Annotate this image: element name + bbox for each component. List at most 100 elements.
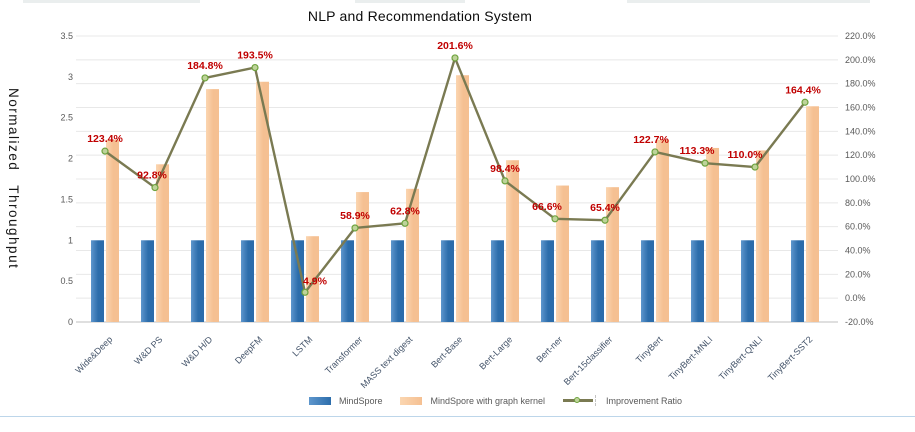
left-axis-tick-label: 3.5: [60, 31, 73, 41]
bar-mindspore: [191, 240, 204, 322]
line-marker-icon: [351, 224, 359, 232]
top-border-strip: [355, 0, 465, 3]
line-marker-icon: [651, 148, 659, 156]
right-axis-tick-label: 220.0%: [845, 31, 876, 41]
bar-mindspore: [141, 240, 154, 322]
x-category-label: TinyBert: [634, 334, 665, 365]
x-category-label: Wide&Deep: [73, 334, 114, 375]
left-axis-tick-label: 1: [68, 235, 73, 245]
line-marker-icon: [751, 163, 759, 171]
bar-graph-kernel: [406, 188, 419, 322]
bar-mindspore: [741, 240, 754, 322]
line-marker-icon: [301, 288, 309, 296]
left-axis-tick-label: 0.5: [60, 276, 73, 286]
line-marker-icon: [251, 63, 259, 72]
left-axis-tick-label: 2.5: [60, 113, 73, 123]
right-axis-tick-label: 180.0%: [845, 79, 876, 89]
x-category-label: Bert-Large: [477, 334, 514, 371]
bar-mindspore: [291, 240, 304, 322]
left-axis-tick-label: 1.5: [60, 194, 73, 204]
x-category-label: Bert-Base: [429, 334, 464, 369]
bar-mindspore: [341, 240, 354, 322]
left-axis-tick-label: 3: [68, 72, 73, 82]
right-axis-tick-label: 200.0%: [845, 55, 876, 65]
line-marker-icon: [701, 159, 709, 167]
right-axis-tick-label: 120.0%: [845, 150, 876, 160]
right-axis-tick-label: 100.0%: [845, 174, 876, 184]
ratio-data-label: 184.8%: [187, 60, 223, 72]
x-category-label: Bert-15classifier: [562, 334, 615, 387]
ratio-data-label: 62.8%: [390, 205, 420, 217]
ratio-data-label: 201.6%: [437, 40, 473, 52]
bar-mindspore: [491, 240, 504, 322]
x-category-label: TinyBert-SST2: [766, 334, 815, 383]
left-axis-tick-label: 2: [68, 154, 73, 164]
line-marker-icon: [451, 54, 459, 62]
right-axis-tick-label: 40.0%: [845, 246, 871, 256]
right-axis-tick-label: 20.0%: [845, 269, 871, 279]
bar-graph-kernel: [206, 89, 219, 322]
mindspore-swatch-icon: [308, 396, 331, 405]
top-border-strip: [23, 0, 200, 3]
ratio-data-label: 123.4%: [87, 133, 123, 145]
ratio-data-label: 92.8%: [137, 170, 167, 182]
bar-graph-kernel: [806, 106, 819, 322]
bar-graph-kernel: [156, 164, 169, 322]
x-category-label: Transformer: [323, 334, 364, 375]
bar-graph-kernel: [256, 81, 269, 322]
y-axis-title: Normalized Throughput: [6, 88, 21, 270]
right-axis-tick-label: 0.0%: [845, 293, 866, 303]
bar-graph-kernel: [356, 192, 369, 322]
ratio-data-label: 193.5%: [237, 50, 273, 62]
bar-mindspore: [541, 240, 554, 322]
bar-mindspore: [791, 240, 804, 322]
ratio-data-label: 98.4%: [490, 163, 520, 175]
line-marker-icon: [501, 177, 509, 185]
x-category-label: TinyBert-MNLI: [667, 334, 715, 382]
bar-graph-kernel: [606, 187, 619, 322]
bar-graph-kernel: [106, 139, 119, 322]
x-category-label: DeepFM: [233, 334, 264, 365]
chart-legend: MindSpore MindSpore with graph kernel Im…: [0, 395, 915, 406]
line-marker-icon: [801, 98, 809, 106]
line-marker-icon: [151, 183, 159, 192]
bar-mindspore: [641, 240, 654, 322]
x-category-label: LSTM: [290, 334, 314, 358]
bar-graph-kernel: [656, 139, 669, 322]
right-axis-tick-label: 160.0%: [845, 103, 876, 113]
left-axis-tick-label: 0: [68, 317, 73, 327]
bar-mindspore: [91, 240, 104, 322]
x-category-label: W&D H/D: [180, 334, 215, 369]
line-marker-icon: [201, 74, 209, 82]
legend-item-improvement-ratio: Improvement Ratio: [563, 395, 682, 406]
chart-title: NLP and Recommendation System: [307, 8, 533, 24]
top-border-strip: [627, 0, 870, 3]
legend-label: MindSpore: [338, 395, 383, 406]
ratio-data-label: 164.4%: [785, 84, 821, 96]
right-axis-tick-label: -20.0%: [845, 317, 874, 327]
bottom-divider: [0, 416, 915, 417]
right-axis-tick-label: 140.0%: [845, 126, 876, 136]
right-axis-tick-label: 60.0%: [845, 222, 871, 232]
legend-label: MindSpore with graph kernel: [430, 395, 546, 406]
line-marker-icon: [601, 216, 609, 224]
bar-graph-kernel: [306, 236, 319, 322]
ratio-data-label: 4.9%: [303, 275, 328, 287]
ratio-data-label: 58.9%: [340, 210, 370, 222]
bar-graph-kernel: [706, 147, 719, 322]
line-marker-icon: [101, 147, 109, 155]
legend-label: Improvement Ratio: [606, 395, 683, 406]
bar-graph-kernel: [756, 150, 769, 322]
bar-mindspore: [241, 240, 254, 322]
bar-mindspore: [441, 240, 454, 322]
ratio-data-label: 110.0%: [727, 149, 763, 161]
legend-item-mindspore: MindSpore: [308, 395, 383, 406]
line-marker-icon: [551, 215, 559, 223]
ratio-data-label: 113.3%: [679, 145, 715, 157]
right-axis-tick-label: 80.0%: [845, 198, 871, 208]
ratio-data-label: 65.4%: [590, 202, 620, 214]
x-category-label: TinyBert-QNLI: [717, 334, 765, 382]
bar-mindspore: [691, 240, 704, 322]
